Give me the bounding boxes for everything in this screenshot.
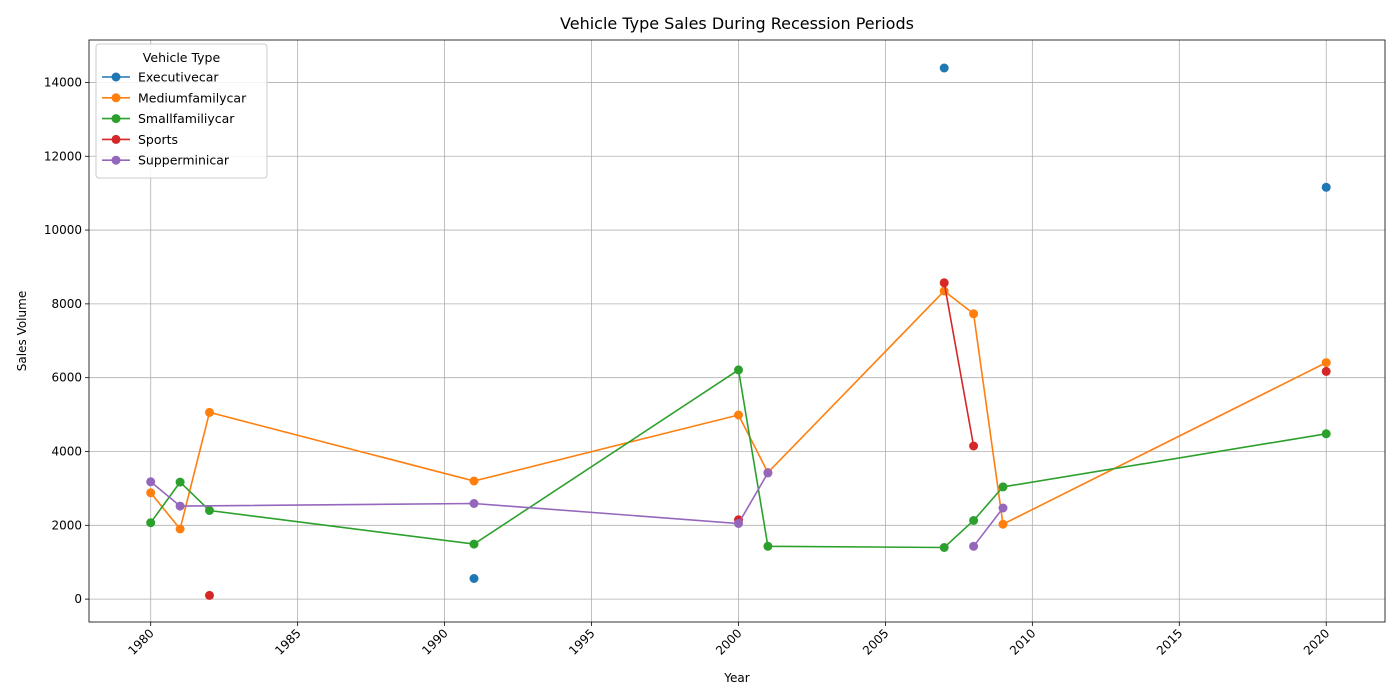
- data-point: [998, 519, 1008, 529]
- data-point: [939, 278, 949, 288]
- y-tick-label: 2000: [51, 518, 82, 532]
- legend-item: Executivecar: [102, 70, 219, 85]
- data-point: [146, 488, 156, 498]
- data-point: [763, 541, 773, 551]
- legend-item: Sports: [102, 132, 178, 147]
- y-tick-label: 0: [74, 592, 82, 606]
- legend-label: Sports: [138, 132, 178, 147]
- y-axis-title: Sales Volume: [15, 291, 29, 371]
- data-point: [939, 286, 949, 296]
- data-point: [998, 482, 1008, 492]
- legend-label: Supperminicar: [138, 153, 230, 168]
- data-point: [469, 499, 479, 508]
- data-point: [763, 468, 773, 478]
- legend-item: Supperminicar: [102, 153, 230, 168]
- x-tick-label: 2020: [1301, 626, 1332, 657]
- data-point: [939, 543, 949, 552]
- data-point: [175, 524, 185, 534]
- series-line: [150, 289, 1327, 531]
- series-smallfamiliycar: [146, 365, 1331, 552]
- data-point: [146, 477, 156, 487]
- data-point: [469, 476, 479, 486]
- data-point: [1321, 182, 1331, 192]
- x-tick-label: 2015: [1154, 626, 1185, 657]
- data-point: [469, 539, 479, 549]
- series-sports: [205, 278, 1331, 600]
- x-tick-label: 1990: [419, 626, 450, 657]
- legend-marker: [111, 114, 121, 124]
- data-point: [146, 518, 156, 528]
- legend-title: Vehicle Type: [143, 50, 221, 65]
- data-point: [998, 503, 1008, 513]
- x-tick-label: 2000: [713, 626, 744, 657]
- data-point: [175, 477, 185, 487]
- legend-item: Mediumfamilycar: [102, 90, 247, 105]
- data-point: [205, 407, 214, 417]
- data-point: [469, 574, 479, 583]
- x-tick-label: 1980: [125, 626, 156, 657]
- series-executivecar: [469, 63, 1331, 583]
- grid: [89, 40, 1385, 622]
- data-series: [146, 63, 1331, 600]
- x-tick-label: 2010: [1007, 626, 1038, 657]
- data-point: [969, 441, 979, 451]
- legend-marker: [111, 72, 121, 82]
- x-tick-label: 1985: [272, 626, 303, 657]
- y-tick-label: 8000: [51, 297, 82, 311]
- legend-marker: [111, 155, 121, 165]
- legend-marker: [111, 93, 121, 103]
- legend: Vehicle Type Executivecar Mediumfamilycar S…: [95, 43, 268, 179]
- legend-label: Smallfamiliycar: [138, 111, 235, 126]
- data-point: [939, 63, 949, 73]
- data-point: [1321, 366, 1331, 376]
- legend-label: Executivecar: [138, 70, 219, 85]
- series-supperminicar: [146, 468, 1008, 551]
- chart-title: Vehicle Type Sales During Recession Peri…: [560, 14, 914, 33]
- data-point: [734, 410, 743, 420]
- y-tick-label: 12000: [44, 149, 82, 163]
- series-line: [972, 507, 1004, 547]
- y-tick-label: 6000: [51, 371, 82, 385]
- data-point: [205, 590, 214, 600]
- legend-marker: [111, 134, 121, 144]
- x-tick-label: 1995: [566, 626, 597, 657]
- series-line: [150, 368, 1327, 549]
- series-line: [150, 472, 769, 525]
- y-tick-label: 4000: [51, 444, 82, 458]
- data-point: [1321, 429, 1331, 439]
- legend-label: Mediumfamilycar: [138, 90, 247, 105]
- data-point: [734, 519, 743, 528]
- data-point: [1321, 358, 1331, 368]
- series-mediumfamilycar: [146, 286, 1331, 534]
- data-point: [969, 516, 979, 525]
- x-axis-title: Year: [723, 671, 749, 685]
- data-point: [175, 501, 185, 511]
- legend-box: [95, 43, 268, 179]
- data-point: [969, 309, 979, 319]
- data-point: [734, 365, 743, 375]
- y-tick-label: 10000: [44, 223, 82, 237]
- x-tick-label: 2005: [860, 626, 891, 657]
- data-point: [205, 506, 214, 515]
- plot-frame: [88, 39, 1386, 623]
- legend-item: Smallfamiliycar: [102, 111, 235, 126]
- y-tick-label: 14000: [44, 75, 82, 89]
- series-line: [943, 282, 975, 447]
- data-point: [969, 541, 979, 551]
